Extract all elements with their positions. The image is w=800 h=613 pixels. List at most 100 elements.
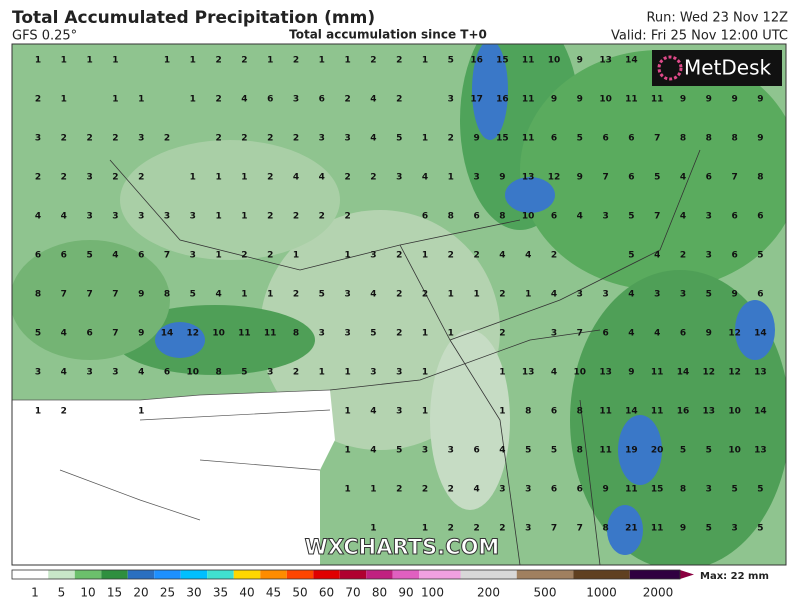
grid-value: 7 <box>112 329 118 339</box>
colorbar-frame <box>11 569 681 580</box>
grid-value: 4 <box>473 485 479 495</box>
grid-value: 2 <box>112 173 118 183</box>
grid-value: 3 <box>706 251 712 261</box>
grid-value: 1 <box>190 173 196 183</box>
grid-value: 9 <box>757 95 763 105</box>
grid-value: 4 <box>370 446 376 456</box>
grid-value: 8 <box>602 524 608 534</box>
grid-value: 13 <box>599 368 612 378</box>
grid-value: 10 <box>728 407 741 417</box>
grid-value: 4 <box>499 251 505 261</box>
grid-value: 3 <box>525 485 531 495</box>
grid-value: 3 <box>138 212 144 222</box>
grid-value: 2 <box>61 173 67 183</box>
grid-value: 1 <box>344 251 350 261</box>
map-shade <box>472 44 508 140</box>
grid-value: 1 <box>241 290 247 300</box>
grid-value: 5 <box>241 368 247 378</box>
grid-value: 5 <box>731 485 737 495</box>
grid-value: 3 <box>680 290 686 300</box>
grid-value: 4 <box>215 290 221 300</box>
grid-value: 11 <box>625 95 638 105</box>
grid-value: 8 <box>525 407 531 417</box>
grid-value: 7 <box>654 134 660 144</box>
grid-value: 4 <box>35 212 41 222</box>
colorbar-segment <box>101 570 128 579</box>
grid-value: 3 <box>35 368 41 378</box>
grid-value: 4 <box>654 251 660 261</box>
grid-value: 10 <box>187 368 200 378</box>
colorbar-label: 20 <box>133 586 148 600</box>
grid-value: 7 <box>112 290 118 300</box>
grid-value: 8 <box>577 407 583 417</box>
grid-value: 6 <box>267 95 273 105</box>
grid-value: 5 <box>525 446 531 456</box>
grid-value: 2 <box>499 329 505 339</box>
colorbar-label: 25 <box>160 586 175 600</box>
grid-value: 1 <box>190 95 196 105</box>
grid-value: 2 <box>267 134 273 144</box>
grid-value: 11 <box>651 407 664 417</box>
grid-value: 11 <box>625 485 638 495</box>
grid-value: 6 <box>319 95 325 105</box>
grid-value: 4 <box>61 329 67 339</box>
grid-value: 21 <box>625 524 638 534</box>
logo-box <box>652 50 782 86</box>
grid-value: 9 <box>551 95 557 105</box>
colorbar-label: 2000 <box>643 586 674 600</box>
grid-value: 5 <box>654 173 660 183</box>
grid-value: 1 <box>319 368 325 378</box>
grid-value: 7 <box>577 524 583 534</box>
grid-value: 13 <box>522 173 535 183</box>
grid-value: 3 <box>35 134 41 144</box>
grid-value: 6 <box>628 173 634 183</box>
grid-value: 11 <box>651 95 664 105</box>
colorbar-label: 80 <box>372 586 387 600</box>
grid-value: 3 <box>86 173 92 183</box>
grid-value: 7 <box>731 173 737 183</box>
grid-value: 3 <box>190 251 196 261</box>
grid-value: 4 <box>680 212 686 222</box>
grid-value: 16 <box>496 95 509 105</box>
grid-value: 2 <box>422 485 428 495</box>
grid-value: 1 <box>112 95 118 105</box>
grid-value: 6 <box>551 485 557 495</box>
colorbar-segment <box>48 570 75 579</box>
grid-value: 5 <box>396 446 402 456</box>
grid-value: 2 <box>293 368 299 378</box>
grid-value: 11 <box>522 134 535 144</box>
colorbar-segment <box>629 570 680 579</box>
grid-value: 6 <box>138 251 144 261</box>
grid-value: 10 <box>574 368 587 378</box>
colorbar-label: 90 <box>398 586 413 600</box>
grid-value: 2 <box>241 134 247 144</box>
grid-value: 1 <box>473 290 479 300</box>
logo-text: MetDesk <box>684 56 772 80</box>
grid-value: 15 <box>496 134 509 144</box>
grid-value: 15 <box>651 485 664 495</box>
colorbar-segment <box>12 570 49 579</box>
colorbar-segment <box>74 570 102 579</box>
grid-value: 3 <box>293 95 299 105</box>
grid-value: 5 <box>370 329 376 339</box>
grid-value: 3 <box>396 407 402 417</box>
grid-value: 3 <box>525 524 531 534</box>
colorbar-arrow <box>680 570 694 579</box>
grid-value: 19 <box>625 446 638 456</box>
grid-value: 2 <box>473 524 479 534</box>
colorbar-label: 500 <box>534 586 557 600</box>
grid-value: 12 <box>187 329 200 339</box>
colorbar-segment <box>392 570 420 579</box>
grid-value: 6 <box>473 446 479 456</box>
grid-value: 3 <box>164 212 170 222</box>
colorbar-label: 10 <box>80 586 95 600</box>
map-shade <box>520 50 786 290</box>
map: MetDesk 1 1 1 1 1 1 2 2 1 2 1 1 2 2 1 5 16 15 11 10 9 13 142 1 1… <box>12 44 786 565</box>
map-shade <box>570 270 786 565</box>
grid-value: 1 <box>370 485 376 495</box>
grid-value: 4 <box>628 290 634 300</box>
grid-value: 8 <box>731 134 737 144</box>
grid-value: 1 <box>344 485 350 495</box>
grid-value: 2 <box>680 251 686 261</box>
grid-value: 1 <box>215 212 221 222</box>
